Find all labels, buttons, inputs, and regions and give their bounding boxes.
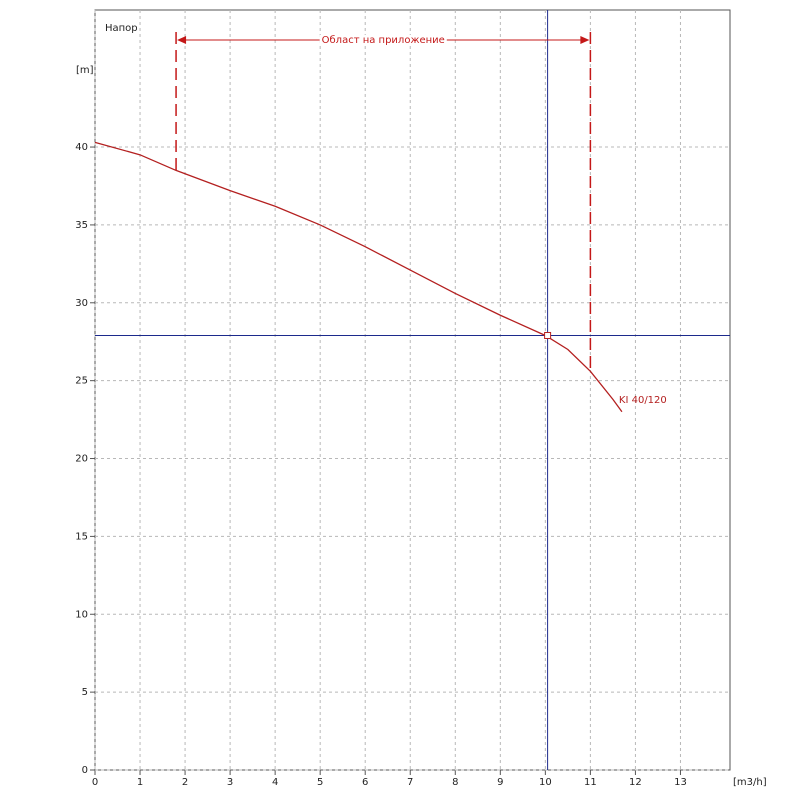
series-label: KI 40/120 — [619, 395, 667, 406]
x-tick-label: 9 — [497, 777, 503, 788]
curve — [94, 141, 623, 413]
x-tick-label: 8 — [452, 777, 458, 788]
operating-point — [544, 331, 552, 339]
arrow-head — [580, 36, 590, 44]
y-tick-label: 15 — [75, 531, 88, 542]
x-tick-label: 3 — [227, 777, 233, 788]
y-axis-label: [m] — [76, 65, 94, 76]
y-tick-label: 35 — [75, 220, 88, 231]
range-label: Област на приложение — [322, 35, 445, 46]
x-tick-label: 1 — [137, 777, 143, 788]
plot-frame — [94, 9, 731, 771]
chart-title: Напор — [105, 23, 138, 34]
x-tick-label: 0 — [92, 777, 98, 788]
x-tick-label: 12 — [629, 777, 642, 788]
x-tick-label: 10 — [539, 777, 552, 788]
label-bg — [319, 35, 447, 46]
x-tick-label: 6 — [362, 777, 368, 788]
y-tick-label: 5 — [82, 687, 88, 698]
y-tick-label: 10 — [75, 609, 88, 620]
x-tick-label: 11 — [584, 777, 597, 788]
y-tick-label: 20 — [75, 454, 88, 465]
y-tick-label: 0 — [82, 765, 88, 776]
arrow-head — [177, 36, 187, 44]
x-axis-label: [m3/h] — [733, 777, 767, 788]
x-tick-label: 4 — [272, 777, 278, 788]
x-tick-label: 5 — [317, 777, 323, 788]
x-tick-label: 2 — [182, 777, 188, 788]
x-tick-label: 13 — [674, 777, 687, 788]
y-tick-label: 30 — [75, 298, 88, 309]
x-tick-label: 7 — [407, 777, 413, 788]
y-tick-label: 40 — [75, 142, 88, 153]
y-tick-label: 25 — [75, 376, 88, 387]
